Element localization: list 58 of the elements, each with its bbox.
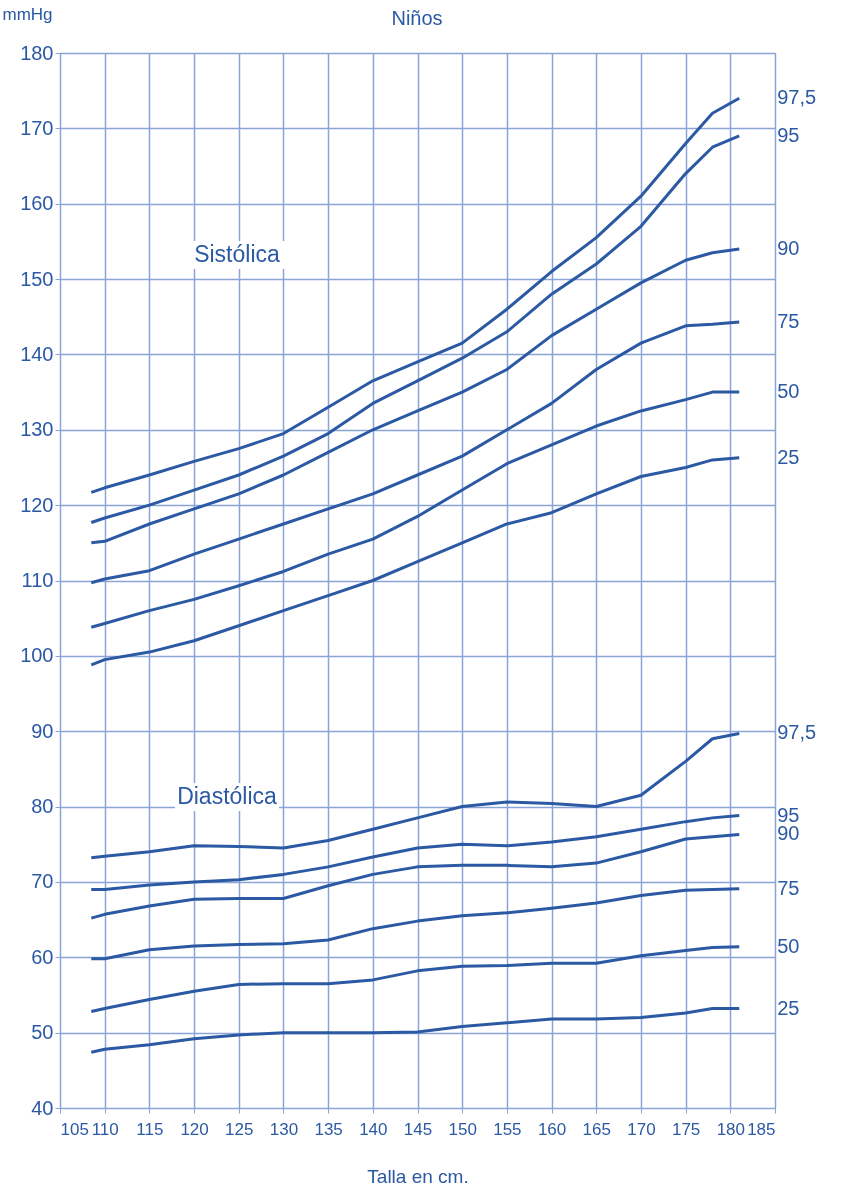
series-label: 97,5 <box>777 86 817 109</box>
y-tick-label: 170 <box>20 116 54 139</box>
x-tick-label: 160 <box>537 1119 567 1139</box>
x-tick-label: 170 <box>627 1119 656 1139</box>
annotation: Diastólica <box>177 783 278 809</box>
series-label: 25 <box>777 996 800 1019</box>
line-series <box>89 731 741 860</box>
y-tick-label: 180 <box>20 41 54 64</box>
x-tick-label: 155 <box>493 1119 522 1139</box>
y-tick-label: 130 <box>20 418 54 441</box>
line-series <box>89 832 741 920</box>
line-series <box>89 814 741 891</box>
y-tick-label: 100 <box>20 644 54 667</box>
x-tick-label: 185 <box>747 1119 776 1139</box>
y-tick-label: 40 <box>31 1096 54 1119</box>
x-tick-label: 115 <box>136 1119 164 1139</box>
line-series <box>89 1007 741 1054</box>
series-label: 50 <box>777 380 800 403</box>
x-axis-title: Talla en cm. <box>367 1165 469 1187</box>
series-label: 95 <box>777 123 800 146</box>
y-tick-label: 60 <box>31 945 54 968</box>
y-tick-label: 110 <box>21 569 54 591</box>
series-label: 75 <box>777 876 800 899</box>
x-tick-label: 175 <box>671 1119 701 1139</box>
chart-title: Niños <box>391 7 443 29</box>
x-tick-label: 120 <box>180 1119 209 1139</box>
y-axis-title: mmHg <box>2 4 53 24</box>
x-tick-label: 165 <box>582 1119 611 1139</box>
series-label: 25 <box>777 445 800 468</box>
y-tick-label: 160 <box>20 192 54 215</box>
x-tick-label: 125 <box>225 1119 254 1139</box>
x-tick-label: 135 <box>314 1119 343 1139</box>
y-tick-label: 80 <box>31 795 54 818</box>
x-tick-label: 105 <box>60 1119 89 1139</box>
x-tick-label: 145 <box>403 1119 433 1139</box>
line-series <box>89 456 741 667</box>
y-tick-label: 120 <box>20 493 54 516</box>
line-series <box>89 96 741 494</box>
x-tick-label: 110 <box>91 1119 119 1139</box>
x-tick-label: 150 <box>448 1119 477 1139</box>
series-label: 90 <box>777 236 800 259</box>
series-label: 75 <box>777 310 800 333</box>
series-label: 97,5 <box>777 721 817 744</box>
x-tick-label: 140 <box>359 1119 388 1139</box>
y-tick-label: 70 <box>31 870 54 893</box>
series-label: 50 <box>777 934 800 957</box>
line-series <box>89 320 741 585</box>
line-series <box>89 887 741 961</box>
y-tick-label: 150 <box>20 267 54 290</box>
line-series <box>89 945 741 1014</box>
line-series <box>89 134 741 524</box>
y-tick-label: 140 <box>20 342 54 365</box>
x-tick-label: 180 <box>716 1119 745 1139</box>
y-tick-label: 90 <box>31 719 54 742</box>
annotation: Sistólica <box>194 241 281 267</box>
line-series <box>89 390 741 629</box>
x-tick-label: 130 <box>269 1119 299 1139</box>
y-tick-label: 50 <box>31 1021 54 1044</box>
